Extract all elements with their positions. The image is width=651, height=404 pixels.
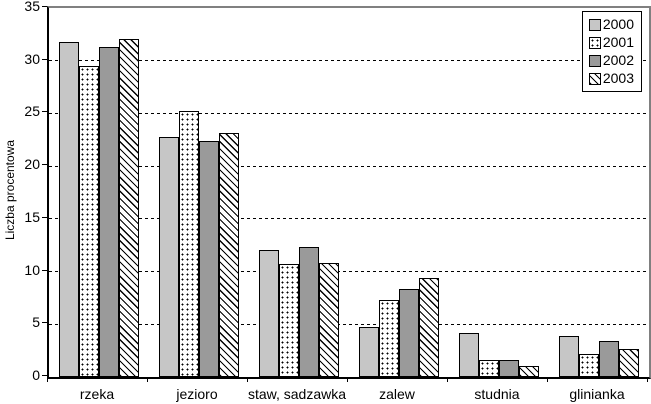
legend: 2000 2001 2002 2003 — [581, 11, 642, 92]
legend-item-2003: 2003 — [588, 70, 634, 86]
x-category-label-jezioro: jezioro — [176, 386, 218, 402]
x-tick-mark — [147, 377, 148, 382]
legend-item-2000: 2000 — [588, 16, 634, 32]
bar-studnia-2003 — [519, 366, 539, 377]
legend-label: 2001 — [602, 34, 634, 50]
x-category-label-zalew: zalew — [379, 386, 415, 402]
x-tick-mark — [347, 377, 348, 382]
bar-glinianka-2002 — [599, 341, 619, 377]
y-tick-mark — [42, 111, 47, 113]
bar-staw, sadzawka-2001 — [279, 264, 299, 377]
bar-group-studnia — [449, 8, 549, 377]
bar-group-jezioro — [149, 8, 249, 377]
legend-swatch-2003 — [588, 72, 601, 85]
bar-zalew-2001 — [379, 300, 399, 377]
y-tick-mark — [42, 58, 47, 60]
legend-label: 2003 — [602, 70, 634, 86]
y-tick-label-0: 0 — [32, 367, 40, 383]
legend-label: 2000 — [602, 16, 634, 32]
legend-swatch-2000 — [588, 18, 601, 31]
bar-groups — [49, 8, 649, 377]
bar-jezioro-2000 — [159, 137, 179, 377]
bar-rzeka-2002 — [99, 47, 119, 377]
y-axis-title: Liczba procentowa — [3, 139, 17, 241]
bar-group-glinianka — [549, 8, 649, 377]
x-tick-mark — [547, 377, 548, 382]
gridline-5 — [49, 323, 649, 325]
bar-staw, sadzawka-2002 — [299, 247, 319, 377]
bar-glinianka-2003 — [619, 349, 639, 377]
bar-staw, sadzawka-2000 — [259, 250, 279, 377]
x-category-label-staw, sadzawka: staw, sadzawka — [247, 386, 347, 402]
bar-rzeka-2001 — [79, 66, 99, 377]
bar-studnia-2002 — [499, 360, 519, 377]
bar-rzeka-2000 — [59, 42, 79, 377]
y-tick-label-30: 30 — [24, 50, 40, 67]
legend-swatch-2002 — [588, 54, 601, 67]
x-tick-mark — [247, 377, 248, 382]
gridline-15 — [49, 218, 649, 220]
x-category-label-studnia: studnia — [474, 386, 520, 402]
bar-staw, sadzawka-2003 — [319, 263, 339, 377]
x-tick-mark — [47, 377, 48, 382]
bar-studnia-2000 — [459, 333, 479, 377]
y-tick-label-25: 25 — [24, 103, 40, 120]
legend-swatch-2001 — [588, 36, 601, 49]
bar-group-rzeka — [49, 8, 149, 377]
y-tick-mark — [42, 6, 47, 7]
y-tick-mark — [42, 164, 47, 166]
gridline-10 — [49, 271, 649, 273]
x-category-label-rzeka: rzeka — [79, 386, 115, 402]
bar-rzeka-2003 — [119, 39, 139, 377]
y-tick-mark — [42, 269, 47, 271]
x-category-label-glinianka: glinianka — [569, 386, 625, 402]
legend-label: 2002 — [602, 52, 634, 68]
bar-jezioro-2003 — [219, 133, 239, 377]
legend-item-2001: 2001 — [588, 34, 634, 50]
bar-zalew-2002 — [399, 289, 419, 377]
gridline-30 — [49, 60, 649, 62]
y-tick-label-35: 35 — [24, 0, 40, 14]
y-tick-mark — [42, 216, 47, 218]
bar-group-staw, sadzawka — [249, 8, 349, 377]
gridline-25 — [49, 112, 649, 114]
plot-area — [47, 6, 651, 379]
bar-group-zalew — [349, 8, 449, 377]
y-tick-label-15: 15 — [24, 208, 40, 225]
bar-jezioro-2001 — [179, 111, 199, 377]
bar-jezioro-2002 — [199, 141, 219, 377]
bar-studnia-2001 — [479, 360, 499, 377]
bar-zalew-2003 — [419, 278, 439, 377]
x-tick-mark — [447, 377, 448, 382]
y-tick-label-10: 10 — [24, 261, 40, 278]
y-tick-mark — [42, 322, 47, 324]
x-tick-mark — [647, 377, 648, 382]
legend-item-2002: 2002 — [588, 52, 634, 68]
y-tick-label-20: 20 — [24, 156, 40, 173]
gridline-20 — [49, 165, 649, 167]
y-tick-label-5: 5 — [32, 314, 40, 331]
bar-glinianka-2000 — [559, 336, 579, 377]
bar-glinianka-2001 — [579, 354, 599, 377]
y-tick-mark — [42, 375, 47, 376]
bar-zalew-2000 — [359, 327, 379, 377]
